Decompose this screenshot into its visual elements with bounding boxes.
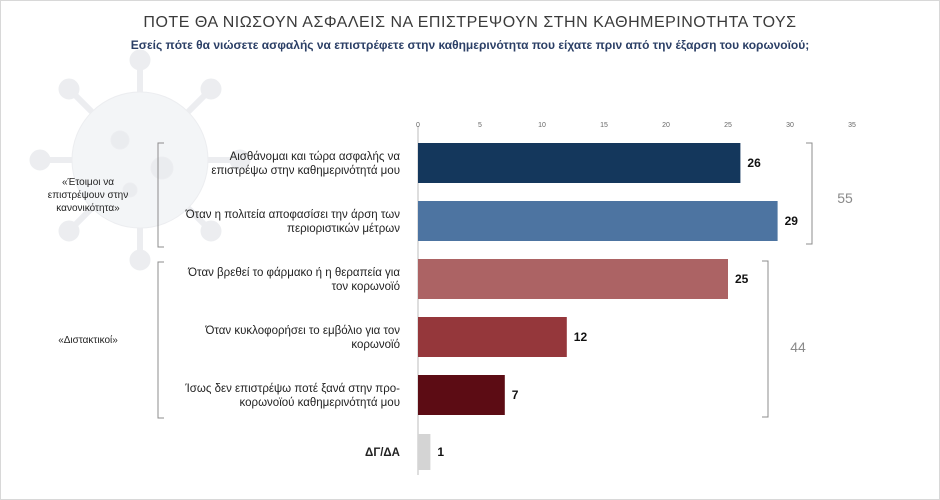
bar xyxy=(418,317,567,357)
bar-value-label: 25 xyxy=(735,272,749,286)
bar xyxy=(418,259,728,299)
bar xyxy=(418,434,431,470)
x-tick-label: 5 xyxy=(478,122,482,129)
bar xyxy=(418,201,778,241)
left-group-bracket xyxy=(157,261,164,419)
x-tick-label: 10 xyxy=(538,122,546,129)
bar-value-label: 26 xyxy=(747,156,761,170)
bar-value-label: 29 xyxy=(785,214,799,228)
x-tick-label: 0 xyxy=(416,122,420,129)
bar-value-label: 7 xyxy=(512,388,519,402)
category-label: Όταν η πολιτεία αποφασίσει την άρση των π… xyxy=(185,209,400,235)
category-label: Ίσως δεν επιστρέψω ποτέ ξανά στην προ-κο… xyxy=(184,383,400,409)
chart-title: ΠΟΤΕ ΘΑ ΝΙΩΣΟΥΝ ΑΣΦΑΛΕΙΣ ΝΑ ΕΠΙΣΤΡΕΨΟΥΝ … xyxy=(143,14,797,31)
bar-value-label: 12 xyxy=(574,330,588,344)
group-total-label: 44 xyxy=(790,339,806,355)
right-group-bracket xyxy=(762,260,769,418)
x-tick-label: 20 xyxy=(662,122,670,129)
bar xyxy=(418,143,741,183)
category-label: Όταν βρεθεί το φάρμακο ή η θεραπεία για τ… xyxy=(187,267,400,293)
coronavirus-watermark-icon xyxy=(29,49,251,271)
x-tick-label: 30 xyxy=(786,122,794,129)
bar xyxy=(418,375,505,415)
category-label: ΔΓ/ΔΑ xyxy=(365,447,400,459)
right-group-bracket xyxy=(806,142,813,245)
x-tick-label: 25 xyxy=(724,122,732,129)
category-label: Αισθάνομαι και τώρα ασφαλής να επιστρέψω … xyxy=(211,151,400,177)
chart-subtitle: Εσείς πότε θα νιώσετε ασφαλής να επιστρέ… xyxy=(130,38,810,52)
group-label: «Έτοιμοι να επιστρέψουν στην κανονικότητα» xyxy=(48,177,128,214)
bar-value-label: 1 xyxy=(437,445,444,459)
x-tick-label: 35 xyxy=(848,122,856,129)
category-label: Όταν κυκλοφορήσει το εμβόλιο για τον κορω… xyxy=(205,325,401,351)
group-total-label: 55 xyxy=(837,190,853,206)
group-label: «Διστακτικοί» xyxy=(58,334,118,346)
left-group-bracket xyxy=(157,142,164,248)
x-tick-label: 15 xyxy=(600,122,608,129)
